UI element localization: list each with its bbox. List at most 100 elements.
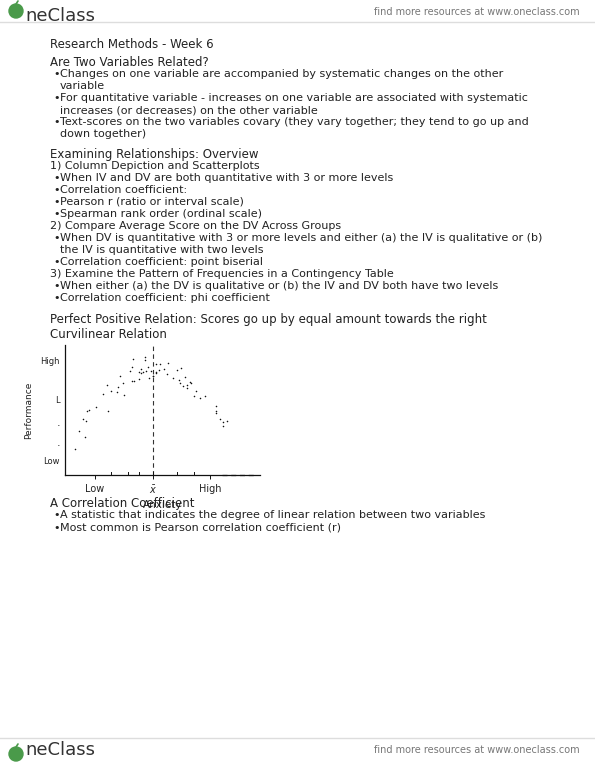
- Point: [138, 366, 148, 378]
- Point: [211, 405, 221, 417]
- Point: [125, 365, 134, 377]
- Text: 2) Compare Average Score on the DV Across Groups: 2) Compare Average Score on the DV Acros…: [50, 221, 341, 231]
- Text: neClass: neClass: [25, 741, 95, 759]
- Text: •: •: [53, 173, 60, 183]
- Text: Text-scores on the two variables covary (they vary together; they tend to go up : Text-scores on the two variables covary …: [60, 117, 529, 139]
- Point: [218, 420, 228, 432]
- Text: •: •: [53, 257, 60, 267]
- Point: [84, 404, 94, 417]
- Point: [80, 431, 90, 444]
- X-axis label: Anxiety: Anxiety: [143, 500, 182, 511]
- Text: •: •: [53, 523, 60, 533]
- Point: [185, 376, 195, 388]
- Text: Pearson r (ratio or interval scale): Pearson r (ratio or interval scale): [60, 197, 244, 207]
- Text: L: L: [55, 396, 60, 405]
- Point: [145, 372, 154, 384]
- Text: Correlation coefficient: point biserial: Correlation coefficient: point biserial: [60, 257, 263, 267]
- Text: •: •: [53, 93, 60, 103]
- Point: [148, 370, 157, 382]
- Text: Examining Relationships: Overview: Examining Relationships: Overview: [50, 148, 258, 161]
- Point: [155, 358, 165, 370]
- Text: .: .: [57, 418, 60, 428]
- Text: Perfect Positive Relation: Scores go up by equal amount towards the right: Perfect Positive Relation: Scores go up …: [50, 313, 487, 326]
- Text: .: .: [57, 437, 60, 447]
- Point: [152, 358, 161, 370]
- Text: Changes on one variable are accompanied by systematic changes on the other
varia: Changes on one variable are accompanied …: [60, 69, 503, 92]
- Point: [151, 366, 161, 378]
- Text: Low: Low: [43, 457, 60, 467]
- Point: [136, 367, 146, 379]
- Text: find more resources at www.oneclass.com: find more resources at www.oneclass.com: [374, 745, 580, 755]
- Point: [152, 367, 161, 380]
- Text: •: •: [53, 233, 60, 243]
- Point: [146, 365, 156, 377]
- Text: When DV is quantitative with 3 or more levels and either (a) the IV is qualitati: When DV is quantitative with 3 or more l…: [60, 233, 543, 256]
- Point: [192, 385, 201, 397]
- Point: [215, 413, 224, 425]
- Point: [115, 370, 124, 382]
- Point: [82, 414, 91, 427]
- Point: [113, 381, 123, 393]
- Text: neClass: neClass: [25, 7, 95, 25]
- Point: [104, 404, 113, 417]
- Point: [178, 380, 188, 392]
- Point: [182, 379, 192, 391]
- Point: [128, 375, 137, 387]
- Point: [180, 370, 190, 383]
- Text: •: •: [53, 209, 60, 219]
- Point: [134, 366, 144, 378]
- Point: [142, 364, 151, 377]
- Point: [140, 351, 150, 363]
- Point: [74, 424, 83, 437]
- Text: •: •: [53, 281, 60, 291]
- Text: 3) Examine the Pattern of Frequencies in a Contingency Table: 3) Examine the Pattern of Frequencies in…: [50, 269, 394, 279]
- Point: [98, 387, 108, 400]
- Text: Most common is Pearson correlation coefficient (r): Most common is Pearson correlation coeff…: [60, 523, 341, 533]
- Circle shape: [9, 747, 23, 761]
- Text: Spearman rank order (ordinal scale): Spearman rank order (ordinal scale): [60, 209, 262, 219]
- Text: Curvilinear Relation: Curvilinear Relation: [50, 328, 167, 341]
- Point: [154, 364, 163, 377]
- Text: •: •: [53, 197, 60, 207]
- Point: [127, 361, 136, 373]
- Text: Performance: Performance: [24, 381, 33, 439]
- Text: find more resources at www.oneclass.com: find more resources at www.oneclass.com: [374, 7, 580, 17]
- Point: [159, 363, 168, 375]
- Point: [79, 413, 88, 425]
- Point: [118, 377, 128, 389]
- Point: [129, 375, 139, 387]
- Point: [143, 360, 152, 373]
- Text: •: •: [53, 69, 60, 79]
- Point: [134, 373, 144, 385]
- Point: [218, 416, 227, 428]
- Point: [82, 404, 92, 417]
- Point: [183, 381, 192, 393]
- Circle shape: [9, 4, 23, 18]
- Point: [140, 354, 150, 367]
- Text: 1) Column Depiction and Scatterplots: 1) Column Depiction and Scatterplots: [50, 161, 259, 171]
- Text: •: •: [53, 293, 60, 303]
- Point: [211, 407, 221, 420]
- Text: •: •: [53, 117, 60, 127]
- Text: Research Methods - Week 6: Research Methods - Week 6: [50, 38, 214, 51]
- Text: For quantitative variable - increases on one variable are associated with system: For quantitative variable - increases on…: [60, 93, 528, 116]
- Point: [173, 363, 182, 376]
- Point: [112, 387, 121, 399]
- Point: [148, 370, 158, 382]
- Point: [106, 385, 115, 397]
- Text: •: •: [53, 185, 60, 195]
- Point: [136, 363, 145, 376]
- Point: [70, 443, 80, 455]
- Point: [102, 379, 111, 391]
- Point: [164, 357, 173, 370]
- Text: Correlation coefficient: phi coefficient: Correlation coefficient: phi coefficient: [60, 293, 270, 303]
- Text: A statistic that indicates the degree of linear relation between two variables: A statistic that indicates the degree of…: [60, 510, 486, 520]
- Point: [169, 373, 178, 385]
- Point: [222, 415, 231, 427]
- Text: •: •: [53, 510, 60, 520]
- Text: Correlation coefficient:: Correlation coefficient:: [60, 185, 187, 195]
- Point: [91, 401, 101, 413]
- Point: [187, 377, 196, 389]
- Point: [128, 353, 137, 365]
- Text: High: High: [40, 357, 60, 366]
